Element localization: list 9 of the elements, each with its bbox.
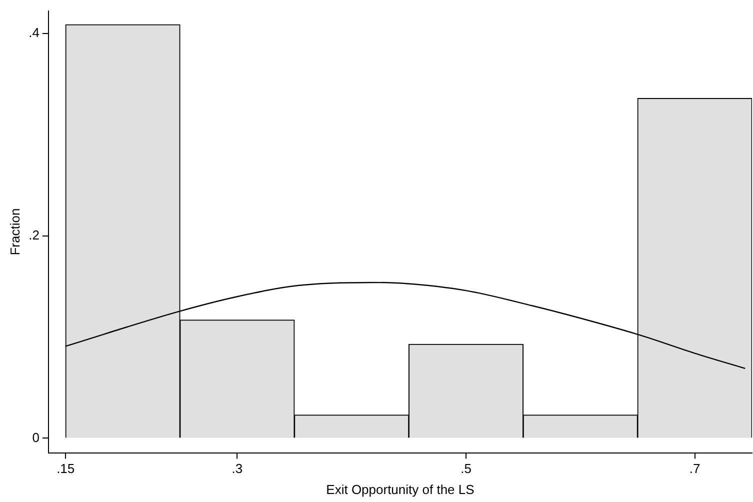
x-tick-label: .3 — [232, 461, 243, 476]
x-tick-label: .7 — [689, 461, 700, 476]
y-tick-label: .4 — [28, 25, 40, 40]
x-tick-label: .5 — [460, 461, 472, 476]
x-tick-label: .15 — [56, 461, 75, 476]
y-tick-label: .2 — [28, 228, 40, 243]
y-tick-label: 0 — [32, 430, 40, 445]
x-axis-title: Exit Opportunity of the LS — [326, 482, 475, 497]
y-axis-title: Fraction — [7, 208, 22, 256]
